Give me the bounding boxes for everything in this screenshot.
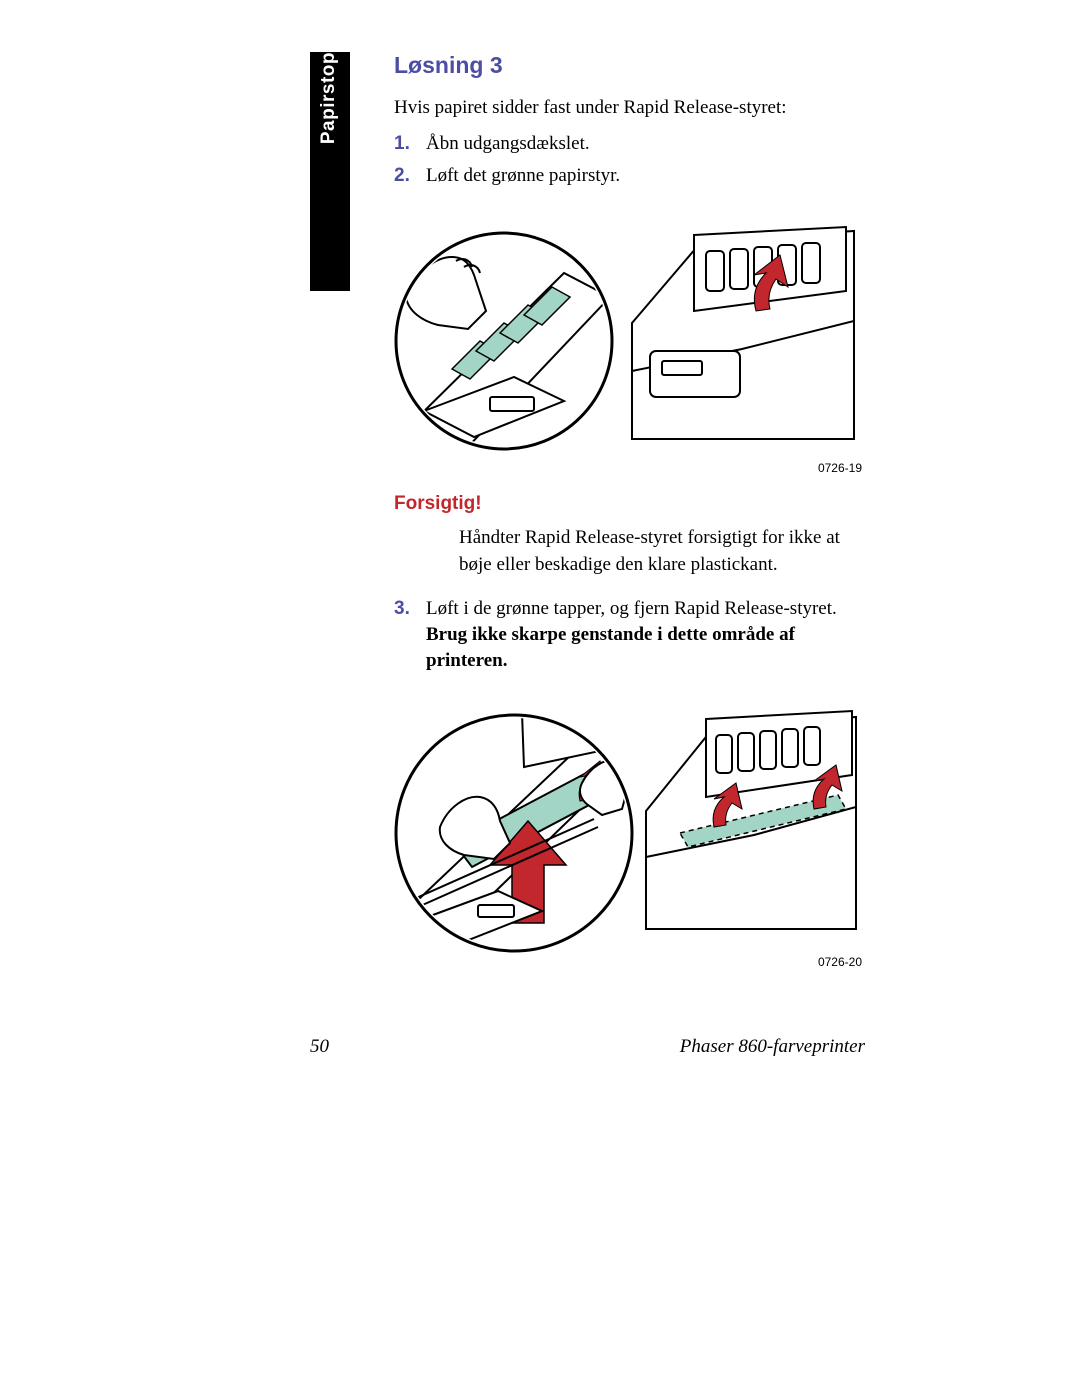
step-text-a: Løft i de grønne tapper, og fjern Rapid … — [426, 598, 837, 619]
caution-body: Håndter Rapid Release-styret forsigtigt … — [459, 525, 864, 577]
product-name: Phaser 860-farveprinter — [680, 1036, 865, 1058]
figure-number: 0726-20 — [394, 955, 864, 969]
intro-text: Hvis papiret sidder fast under Rapid Rel… — [394, 97, 864, 119]
step-text: Åbn udgangsdækslet. — [426, 133, 590, 154]
step-2: 2. Løft det grønne papirstyr. — [394, 163, 864, 189]
section-tab-label: Papirstop — [310, 52, 340, 158]
solution-heading: Løsning 3 — [394, 52, 864, 79]
page-number: 50 — [310, 1036, 329, 1058]
step-number: 1. — [394, 131, 410, 157]
section-tab: Papirstop — [310, 52, 350, 291]
figure-2: 0726-20 — [394, 687, 864, 969]
step-list-b: 3. Løft i de grønne tapper, og fjern Rap… — [394, 596, 864, 675]
printer-diagram-2-icon — [394, 687, 864, 953]
step-text: Løft det grønne papirstyr. — [426, 165, 620, 186]
figure-1: 0726-19 — [394, 201, 864, 475]
step-1: 1. Åbn udgangsdækslet. — [394, 131, 864, 157]
step-text-bold: Brug ikke skarpe genstande i dette områd… — [426, 624, 795, 671]
step-list-a: 1. Åbn udgangsdækslet. 2. Løft det grønn… — [394, 131, 864, 189]
printer-diagram-1-icon — [394, 201, 864, 459]
step-number: 2. — [394, 163, 410, 189]
step-number: 3. — [394, 596, 410, 622]
step-3: 3. Løft i de grønne tapper, og fjern Rap… — [394, 596, 864, 675]
page-footer: 50 Phaser 860-farveprinter — [310, 1036, 865, 1058]
figure-number: 0726-19 — [394, 461, 864, 475]
page-content: Løsning 3 Hvis papiret sidder fast under… — [394, 52, 864, 985]
caution-heading: Forsigtig! — [394, 493, 864, 515]
